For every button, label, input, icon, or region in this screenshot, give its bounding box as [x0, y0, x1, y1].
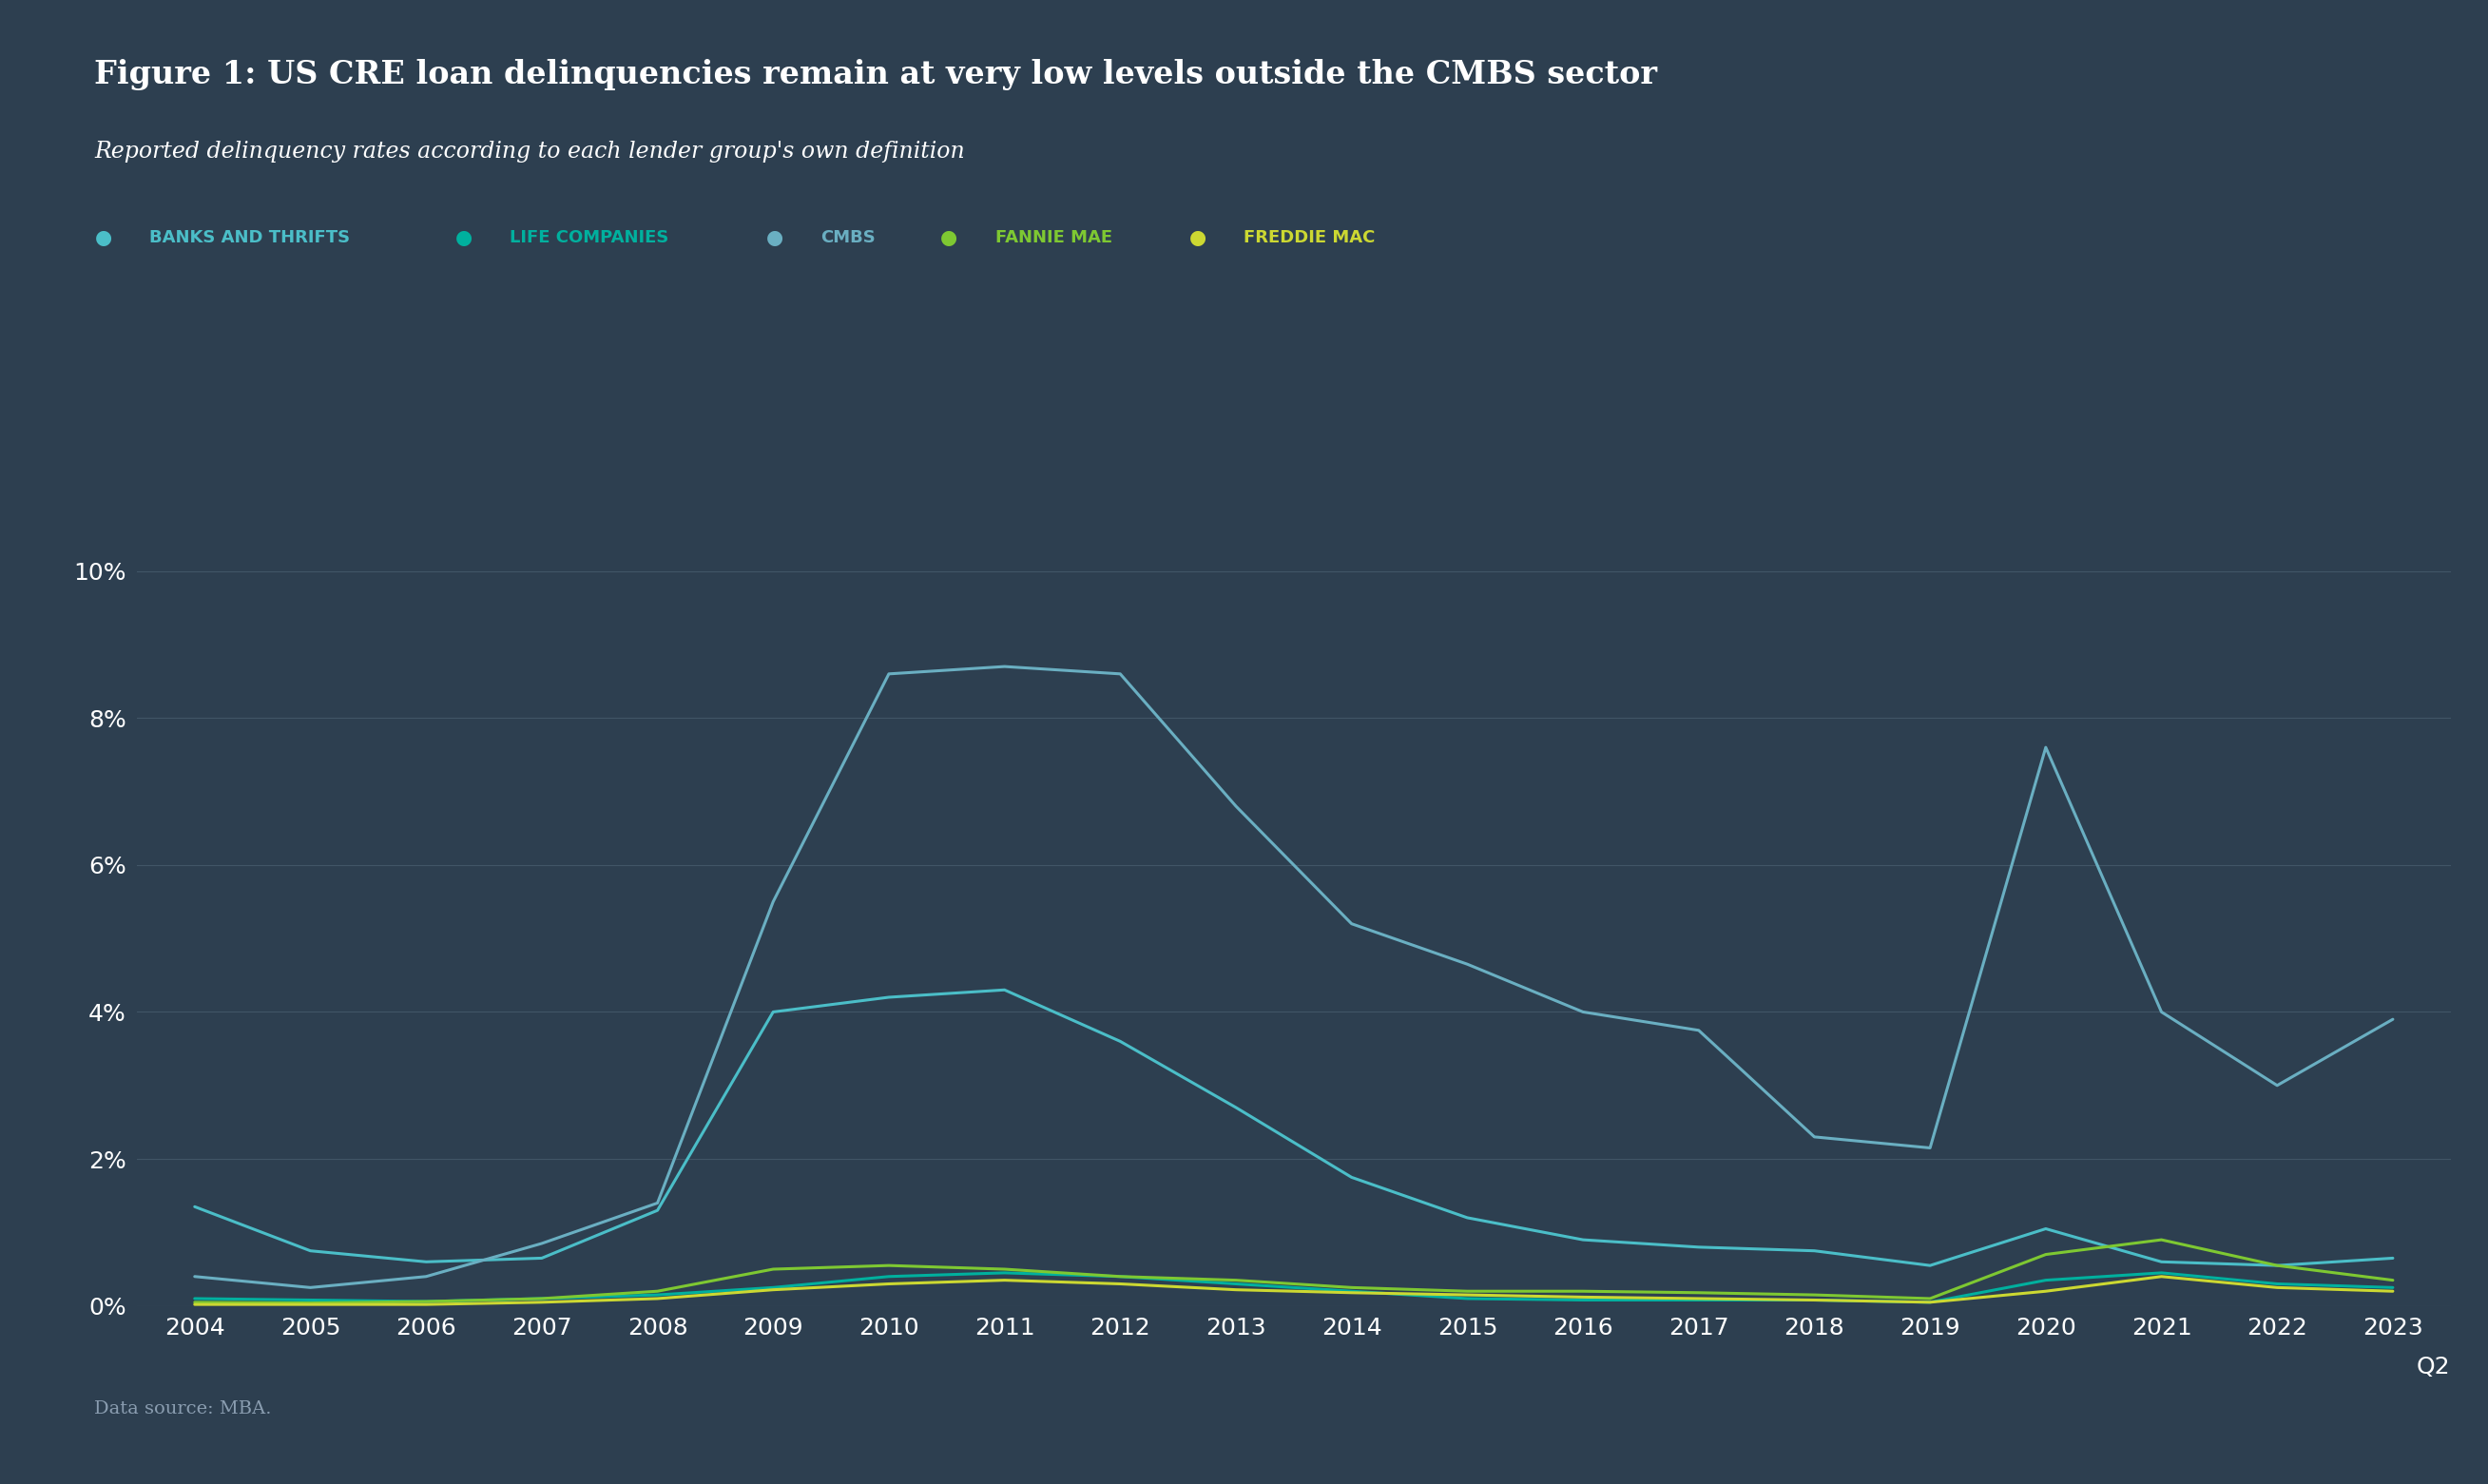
Text: CMBS: CMBS	[821, 229, 876, 246]
Text: FANNIE MAE: FANNIE MAE	[995, 229, 1112, 246]
Text: ●: ●	[940, 229, 958, 246]
Text: ●: ●	[455, 229, 473, 246]
Text: LIFE COMPANIES: LIFE COMPANIES	[510, 229, 669, 246]
Text: ●: ●	[1189, 229, 1207, 246]
Text: FREDDIE MAC: FREDDIE MAC	[1244, 229, 1376, 246]
Text: Figure 1: US CRE loan delinquencies remain at very low levels outside the CMBS s: Figure 1: US CRE loan delinquencies rema…	[95, 59, 1657, 91]
Text: Q2: Q2	[2416, 1356, 2451, 1379]
Text: BANKS AND THRIFTS: BANKS AND THRIFTS	[149, 229, 351, 246]
Text: Reported delinquency rates according to each lender group's own definition: Reported delinquency rates according to …	[95, 141, 965, 163]
Text: Data source: MBA.: Data source: MBA.	[95, 1399, 271, 1417]
Text: ●: ●	[766, 229, 784, 246]
Text: ●: ●	[95, 229, 112, 246]
